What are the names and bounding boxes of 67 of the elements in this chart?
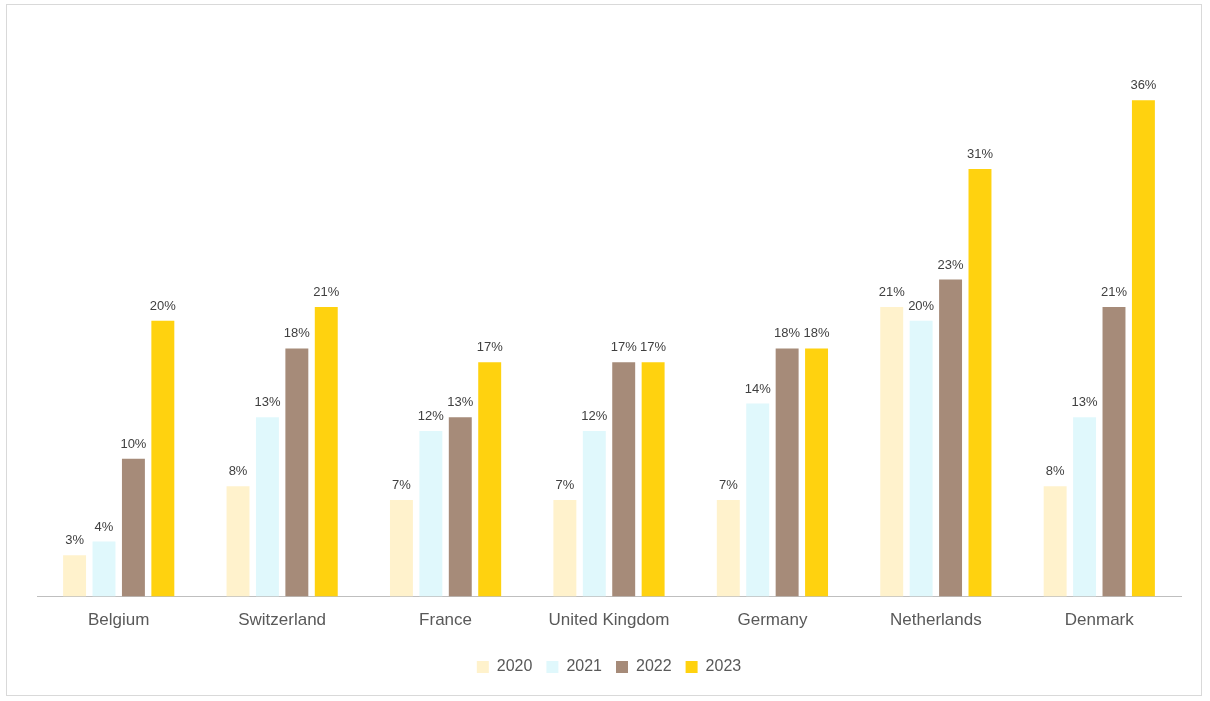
data-label: 13% — [1071, 394, 1099, 410]
data-label: 10% — [120, 435, 147, 451]
bar — [746, 403, 770, 597]
bar — [1043, 486, 1067, 597]
data-label: 7% — [718, 477, 739, 493]
bar — [314, 307, 338, 597]
data-label: 17% — [640, 339, 667, 355]
bar — [775, 348, 799, 597]
data-label: 13% — [254, 394, 281, 410]
bar — [389, 500, 413, 597]
legend-label: 2021 — [566, 657, 603, 675]
data-label: 20% — [908, 297, 935, 313]
data-label: 12% — [417, 408, 445, 424]
data-label: 17% — [476, 339, 504, 355]
bar — [1073, 417, 1097, 597]
x-tick-label: Netherlands — [890, 610, 982, 630]
x-tick-label: Switzerland — [238, 610, 327, 630]
bar — [968, 169, 992, 597]
bar — [92, 541, 116, 597]
bar — [880, 307, 904, 597]
data-label: 3% — [65, 532, 85, 548]
bar — [1102, 307, 1126, 597]
data-label: 18% — [283, 325, 311, 341]
bar — [612, 362, 636, 597]
data-label: 20% — [149, 297, 177, 313]
x-tick-label: Belgium — [88, 610, 150, 630]
data-label: 8% — [228, 463, 248, 479]
bar — [226, 486, 250, 597]
data-label: 12% — [581, 408, 608, 424]
data-label: 36% — [1130, 77, 1157, 93]
bar — [255, 417, 279, 597]
data-label: 4% — [94, 518, 114, 534]
data-label: 21% — [878, 284, 906, 300]
bar — [641, 362, 665, 597]
bar — [716, 500, 740, 597]
bar — [63, 555, 87, 597]
data-label: 7% — [555, 477, 575, 493]
data-label: 21% — [1100, 284, 1128, 300]
bar — [553, 500, 577, 597]
data-label: 14% — [744, 380, 772, 396]
data-label: 13% — [447, 394, 474, 410]
bar — [805, 348, 829, 597]
data-label: 18% — [774, 325, 801, 341]
bar — [1131, 100, 1155, 597]
bar — [909, 320, 933, 597]
bar — [448, 417, 472, 597]
bar — [478, 362, 502, 597]
x-tick-label: Germany — [737, 610, 808, 630]
bar — [151, 320, 175, 597]
x-tick-label: France — [419, 610, 473, 630]
bar — [419, 431, 443, 597]
bar — [939, 279, 963, 597]
data-label: 23% — [937, 256, 965, 272]
x-tick-label: Denmark — [1064, 610, 1135, 630]
data-label: 7% — [392, 477, 412, 493]
data-label: 18% — [803, 325, 830, 341]
data-label: 8% — [1045, 463, 1065, 479]
bar — [121, 458, 145, 597]
x-tick-label: United Kingdom — [548, 610, 670, 630]
bar — [285, 348, 309, 597]
data-label: 21% — [313, 284, 340, 300]
legend-label: 2022 — [636, 657, 672, 675]
data-label: 31% — [966, 146, 994, 162]
bar — [582, 431, 606, 597]
legend-label: 2023 — [705, 657, 742, 675]
data-label: 17% — [610, 339, 638, 355]
legend-label: 2020 — [496, 657, 533, 675]
